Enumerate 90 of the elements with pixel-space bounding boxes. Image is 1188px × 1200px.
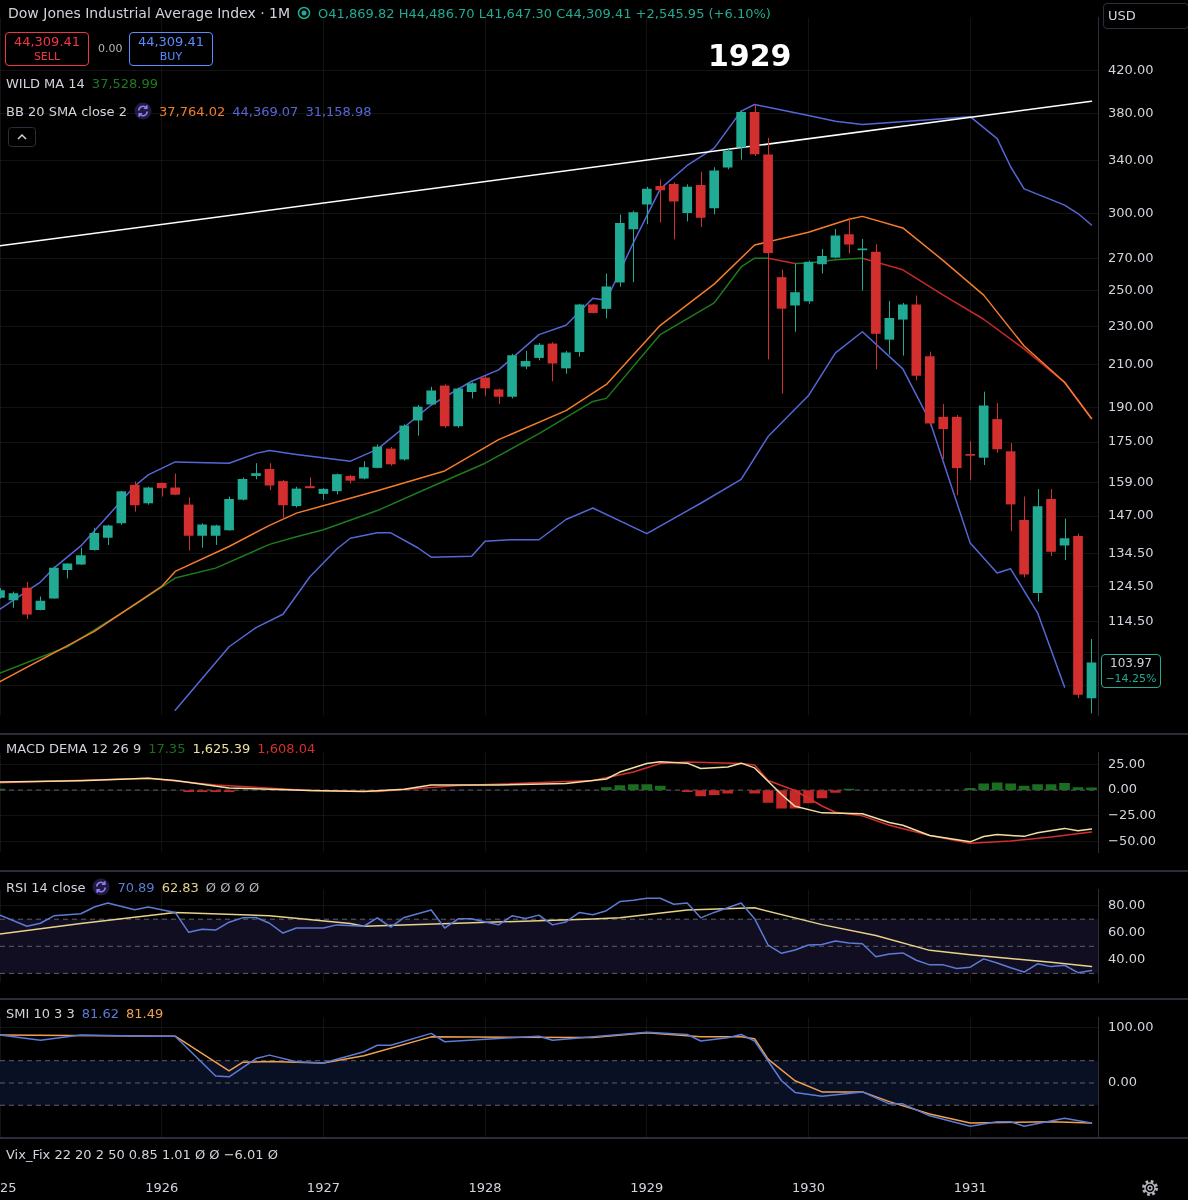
annotation: 81.62 [81,1006,120,1021]
annotation: 44,369.07 [232,103,299,119]
candlestick [385,446,396,467]
chart-title: MACD DEMA 12 26 9 [6,741,142,756]
candlestick [817,248,827,275]
candlestick [884,300,895,356]
candlestick [210,524,221,546]
annotation: 17.35 [148,741,186,756]
annotation: 1,608.04 [257,741,316,756]
y-tick-label: 80.00 [1108,897,1146,913]
y-tick-label: 25.00 [1108,755,1146,771]
candlestick [601,273,612,319]
candlestick [830,228,841,259]
annotation: BUY [158,49,184,64]
candlestick [844,217,854,255]
x-tick-label: 1926 [145,1180,179,1196]
candlestick [170,473,181,496]
y-tick-label: 147.00 [1108,507,1154,523]
annotation: 1,625.39 [192,741,251,756]
y-tick-label: 340.00 [1108,151,1154,167]
candlestick [722,147,733,170]
candlestick [655,178,666,223]
candlestick [480,375,490,397]
candlestick [561,350,571,375]
chart-title: Dow Jones Industrial Average Index · 1M [8,5,291,21]
candlestick [790,263,800,333]
y-tick-label: 134.50 [1108,545,1154,561]
annotation: Ø Ø Ø Ø [205,879,260,895]
text: −14.25% [1104,670,1158,686]
chart-subtitle: O41,869.82 H44,486.70 L41,647.30 C44,309.41 +2,545.95 (+6.10%) [318,5,771,21]
x-tick-label: 1931 [953,1180,987,1196]
annotation: SELL [32,49,62,64]
annotation: 62.83 [161,879,199,895]
annotation: 37,528.99 [91,76,159,91]
annotation: 31,158.98 [305,103,372,119]
annotation: WILD MA 14 [6,76,85,91]
candlestick [1059,518,1070,561]
candlestick [520,350,531,370]
x-tick-label: 25 [0,1180,17,1196]
y-tick-label: 100.00 [1108,1018,1154,1034]
text: Vix_Fix 22 20 2 50 0.85 1.01 Ø Ø −6.01 Ø [6,1147,278,1162]
candlestick [89,527,100,552]
y-tick-label: 124.50 [1108,577,1154,593]
annotation: 1929 [708,38,792,73]
candlestick [938,403,949,460]
y-tick-label: 300.00 [1108,204,1154,220]
x-tick-label: 1929 [630,1180,664,1196]
annotation: 44,309.41 [136,34,206,49]
candlestick [412,404,423,437]
chart-title: RSI 14 close [6,879,86,895]
annotation: 0.00 [98,42,123,55]
text: 103.97 [1109,655,1153,671]
annotation: 70.89 [117,879,155,895]
chart-title: SMI 10 3 3 [6,1006,75,1021]
y-tick-label: 0.00 [1108,1074,1137,1090]
candlestick [898,302,908,357]
y-tick-label: 210.00 [1108,356,1154,372]
y-tick-label: 0.00 [1108,781,1137,797]
y-tick-label: 420.00 [1108,62,1154,78]
y-tick-label: 230.00 [1108,317,1154,333]
candlestick [129,480,140,513]
y-tick-label: 60.00 [1108,924,1146,940]
candlestick [547,341,558,382]
x-tick-label: 1928 [468,1180,502,1196]
candlestick [628,210,639,283]
y-tick-label: 114.50 [1108,613,1154,629]
candlestick [426,386,437,406]
y-tick-label: 40.00 [1108,951,1146,967]
x-tick-label: 1930 [791,1180,826,1196]
annotation: 81.49 [126,1006,164,1021]
y-tick-label: −50.00 [1108,833,1157,849]
y-tick-label: 190.00 [1108,398,1154,414]
annotation: 44,309.41 [12,34,82,49]
candlestick [965,440,976,481]
y-tick-label: −25.00 [1108,807,1157,823]
y-tick-label: 380.00 [1108,104,1154,120]
y-tick-label: 270.00 [1108,249,1154,265]
candlestick [197,522,207,549]
y-tick-label: 175.00 [1108,433,1154,449]
candlestick [641,186,652,225]
candlestick [102,524,113,546]
text: USD [1103,3,1188,29]
y-tick-label: 159.00 [1108,474,1154,490]
candlestick [264,462,275,491]
candlestick [668,181,679,240]
x-tick-label: 1927 [306,1180,340,1196]
candlestick [291,486,302,508]
y-tick-label: 250.00 [1108,282,1154,298]
annotation: BB 20 SMA close 2 [6,103,128,119]
annotation: 37,764.02 [159,103,226,119]
